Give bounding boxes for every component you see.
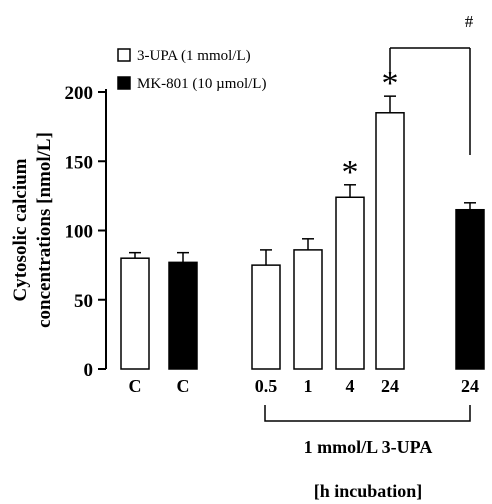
x-tick-label: 4 xyxy=(346,376,355,396)
bar xyxy=(375,112,405,370)
y-tick-label: 0 xyxy=(84,360,94,381)
group-label: 1 mmol/L 3-UPA xyxy=(304,437,433,457)
legend-label-3upa: 3-UPA (1 mmol/L) xyxy=(137,48,251,64)
bars: C C 0.5 1 4 * 24 * 24 xyxy=(120,65,485,396)
comparison-hash: # xyxy=(465,12,474,31)
legend: 3-UPA (1 mmol/L) MK-801 (10 µmol/L) xyxy=(117,48,266,92)
comparison-bracket xyxy=(389,47,471,155)
significance-star: * xyxy=(342,154,359,191)
x-tick-label: 24 xyxy=(461,376,479,396)
bar xyxy=(251,264,281,370)
bar xyxy=(293,249,323,370)
group-bracket xyxy=(264,405,471,422)
y-tick-label: 150 xyxy=(65,152,94,173)
legend-swatch-open xyxy=(117,48,131,62)
y-tick-label: 200 xyxy=(65,83,94,104)
x-tick-label: C xyxy=(129,376,142,396)
x-tick-label: C xyxy=(177,376,190,396)
y-axis-label-line1: Cytosolic calcium xyxy=(10,158,31,301)
y-tick-label: 100 xyxy=(65,222,94,243)
x-tick-label: 24 xyxy=(381,376,399,396)
significance-star: * xyxy=(382,65,399,102)
x-tick-label: 1 xyxy=(304,376,313,396)
legend-swatch-filled xyxy=(117,76,131,90)
bar xyxy=(168,261,198,370)
y-tick-label: 50 xyxy=(74,291,93,312)
x-tick-label: 0.5 xyxy=(255,376,278,396)
bar xyxy=(120,257,150,370)
bar xyxy=(335,196,365,370)
y-axis-label-line2: concentrations [nmol/L] xyxy=(34,132,55,328)
legend-label-mk801: MK-801 (10 µmol/L) xyxy=(137,76,266,92)
group-sublabel: [h incubation] xyxy=(314,481,423,501)
y-ticks: 0 50 100 150 200 xyxy=(65,83,106,381)
bar xyxy=(455,208,485,370)
